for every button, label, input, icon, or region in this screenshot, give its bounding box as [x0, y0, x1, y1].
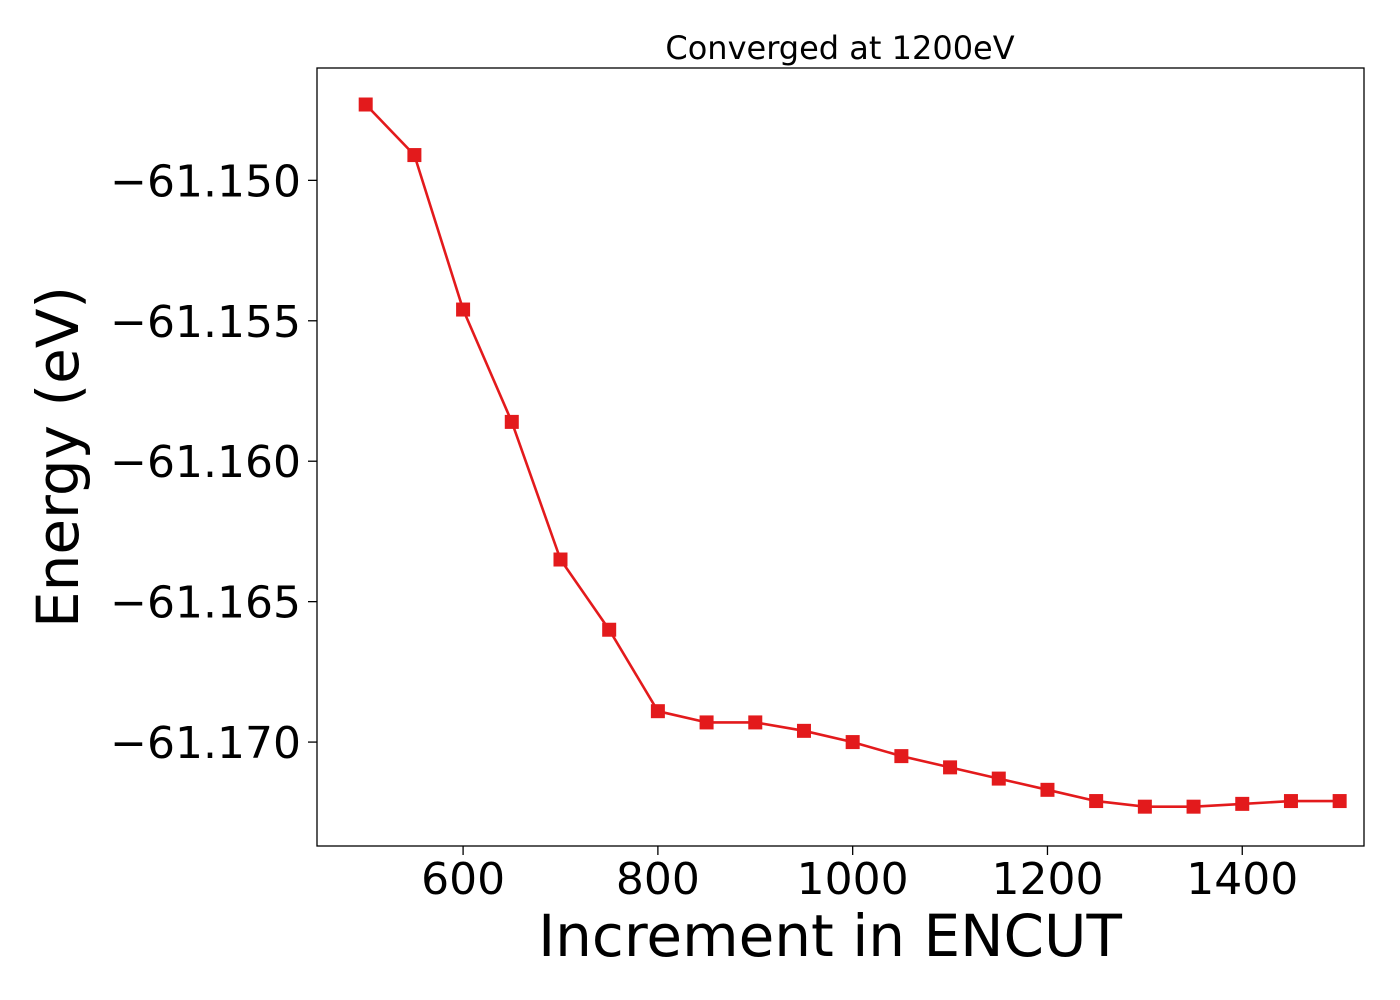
x-tick-label: 1200 — [991, 854, 1103, 905]
data-point-marker — [1235, 796, 1250, 811]
series-line — [364, 103, 1340, 809]
y-tick-label: −61.150 — [110, 156, 301, 207]
data-point-marker — [894, 749, 909, 764]
data-point-marker — [650, 704, 665, 719]
chart-title: Converged at 1200eV — [665, 29, 1014, 67]
data-point-marker — [1186, 799, 1201, 814]
y-tick-label: −61.155 — [110, 297, 301, 348]
data-point-marker — [407, 148, 422, 163]
data-point-marker — [1040, 782, 1055, 797]
data-point-marker — [699, 715, 714, 730]
y-axis: −61.150 −61.155 −61.160 −61.165 −61.170 — [110, 156, 317, 769]
data-point-marker — [796, 723, 811, 738]
x-tick-label: 600 — [421, 854, 505, 905]
x-axis-title: Increment in ENCUT — [538, 902, 1122, 970]
x-tick-label: 800 — [616, 854, 700, 905]
plot-area — [316, 67, 1365, 847]
plot-frame — [316, 67, 1365, 847]
data-point-marker — [748, 715, 763, 730]
data-point-marker — [1137, 799, 1152, 814]
y-tick-label: −61.160 — [110, 437, 301, 488]
data-point-marker — [1089, 794, 1104, 809]
data-point-marker — [456, 302, 471, 317]
x-tick-label: 1400 — [1186, 854, 1298, 905]
y-tick-label: −61.165 — [110, 578, 301, 629]
y-axis-title: Energy (eV) — [24, 286, 92, 628]
x-tick-label: 1000 — [797, 854, 909, 905]
data-point-marker — [943, 760, 958, 775]
data-point-marker — [1332, 794, 1347, 809]
data-point-marker — [1283, 794, 1298, 809]
x-axis: 600 800 1000 1200 1400 — [421, 846, 1298, 905]
data-point-marker — [553, 552, 568, 567]
data-point-marker — [504, 414, 519, 429]
data-point-marker — [845, 735, 860, 750]
y-tick-label: −61.170 — [110, 718, 301, 769]
data-point-marker — [602, 622, 617, 637]
series-layer — [358, 97, 1347, 814]
data-point-marker — [991, 771, 1006, 786]
data-point-marker — [358, 97, 373, 112]
